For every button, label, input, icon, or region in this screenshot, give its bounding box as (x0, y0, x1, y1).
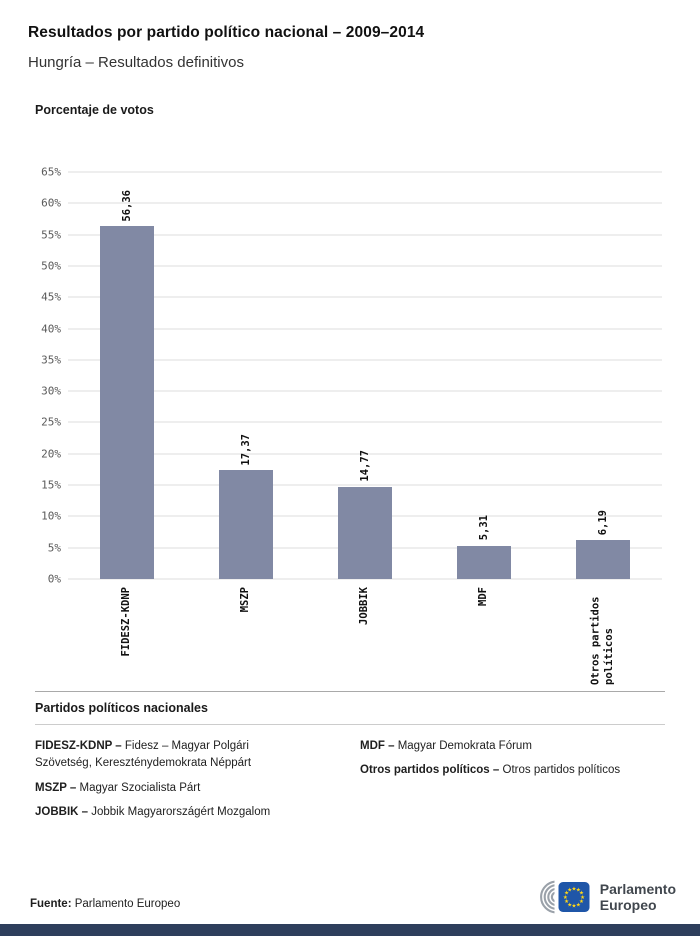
svg-text:★: ★ (580, 895, 585, 901)
legend-item: JOBBIK – Jobbik Magyarországért Mozgalom (35, 805, 271, 818)
source-label: Fuente: (30, 898, 72, 910)
y-tick-label: 60% (41, 196, 61, 210)
ep-logo-line2: Europeo (599, 897, 657, 913)
ep-logo-wordmark: Parlamento Europeo (600, 881, 676, 913)
legend-section: Partidos políticos nacionales FIDESZ-KDN… (35, 691, 665, 828)
gridline (68, 390, 662, 392)
footer: Fuente: Parlamento Europeo ★ ★ ★ ★ ★ ★ ★ ★ ★ ★ ★ ★ … (28, 880, 676, 914)
ep-hemicycle-icon (539, 880, 555, 914)
svg-text:★: ★ (576, 902, 581, 908)
gridline (68, 421, 662, 423)
header: Resultados por partido político nacional… (0, 0, 700, 71)
ep-logo: ★ ★ ★ ★ ★ ★ ★ ★ ★ ★ ★ ★ Parlamento Europeo (527, 880, 676, 914)
page-title: Resultados por partido político nacional… (28, 24, 425, 41)
page-subtitle: Hungría – Resultados definitivos (28, 54, 244, 71)
svg-text:★: ★ (563, 895, 568, 901)
gridline (68, 453, 662, 455)
gridline (68, 171, 662, 173)
x-axis: FIDESZ-KDNP MSZP JOBBIK MDF Otros partidos p… (68, 579, 662, 685)
y-tick-label: 50% (41, 259, 61, 273)
bottom-bar (0, 924, 700, 936)
y-tick-label: 10% (41, 509, 61, 523)
eu-flag-icon (558, 882, 590, 912)
bar-MSZP: 17,37 (219, 434, 274, 579)
gridline (68, 234, 662, 236)
gridline (68, 265, 662, 267)
bar-value-label: 14,77 (358, 449, 371, 482)
gridline (68, 484, 662, 486)
y-tick-label: 55% (41, 228, 61, 242)
svg-text:★: ★ (564, 899, 569, 905)
bar-value-label: 5,31 (477, 515, 490, 541)
x-tick-label: MDF (476, 587, 489, 606)
svg-text:★: ★ (567, 887, 572, 893)
y-tick-label: 0% (47, 572, 61, 586)
svg-text:★: ★ (564, 891, 569, 897)
svg-text:★: ★ (579, 891, 584, 897)
legend-item: MSZP – Magyar Szocialista Párt (35, 781, 201, 794)
chart-title: Porcentaje de votos (35, 103, 154, 117)
x-tick-label: JOBBIK (358, 587, 371, 625)
x-tick-label: FIDESZ-KDNP (120, 587, 133, 657)
svg-text:★: ★ (571, 904, 576, 910)
gridline (68, 296, 662, 298)
bar-value-label: 6,19 (596, 509, 609, 536)
y-tick-label: 40% (41, 322, 61, 336)
legend-item: Otros partidos políticos – Otros partido… (360, 764, 621, 777)
y-tick-label: 15% (41, 478, 61, 492)
bar-Otros partidos políticos: 6,19 (575, 510, 630, 579)
legend-item: MDF – Magyar Demokrata Fórum (360, 740, 532, 752)
y-tick-label: 20% (41, 447, 61, 461)
bar-chart: 56,36 17,37 14,77 5,31 6,19 FIDESZ-KDNP MSZP J… (35, 167, 662, 685)
legend-column: FIDESZ-KDNP – Fidesz – Magyar Polgári Sz… (35, 738, 360, 828)
x-tick-label: Otros partidos políticos (588, 596, 615, 685)
svg-text:★: ★ (576, 887, 581, 893)
y-tick-label: 5% (47, 541, 61, 555)
svg-text:★: ★ (579, 899, 584, 905)
bar-FIDESZ-KDNP: 56,36 (100, 190, 155, 579)
svg-text:★: ★ (567, 902, 572, 908)
bar-value-label: 17,37 (239, 433, 252, 466)
legend-divider-bottom (35, 724, 665, 725)
source-value: Parlamento Europeo (74, 898, 181, 910)
gridline (68, 578, 662, 580)
ep-logo-line1: Parlamento (599, 880, 676, 897)
y-tick-label: 25% (41, 415, 61, 429)
legend-item: FIDESZ-KDNP – Fidesz – Magyar Polgári Sz… (35, 740, 252, 770)
x-tick-label: MSZP (239, 587, 252, 613)
eu-stars-icon: ★ ★★★★★★★★★★★ (563, 886, 585, 909)
plot-area: 56,36 17,37 14,77 5,31 6,19 (68, 171, 662, 580)
gridline (68, 328, 662, 330)
source-line: Fuente: Parlamento Europeo (30, 898, 180, 910)
ep-logo-icon: ★ ★★★★★★★★★★★ (539, 880, 590, 914)
y-tick-label: 30% (41, 384, 61, 398)
svg-text:★: ★ (571, 886, 576, 892)
gridline (68, 359, 662, 361)
y-tick-label: 35% (41, 353, 61, 367)
bar-MDF: 5,31 (456, 515, 511, 579)
gridline (68, 202, 662, 204)
legend-column: MDF – Magyar Demokrata Fórum Otros partid… (360, 738, 665, 787)
legend-divider-top (35, 691, 665, 692)
bar-JOBBIK: 14,77 (338, 450, 392, 579)
bar-value-label: 56,36 (121, 189, 134, 222)
y-tick-label: 65% (41, 165, 61, 179)
y-tick-label: 45% (41, 290, 61, 304)
legend-heading: Partidos políticos nacionales (35, 701, 208, 715)
